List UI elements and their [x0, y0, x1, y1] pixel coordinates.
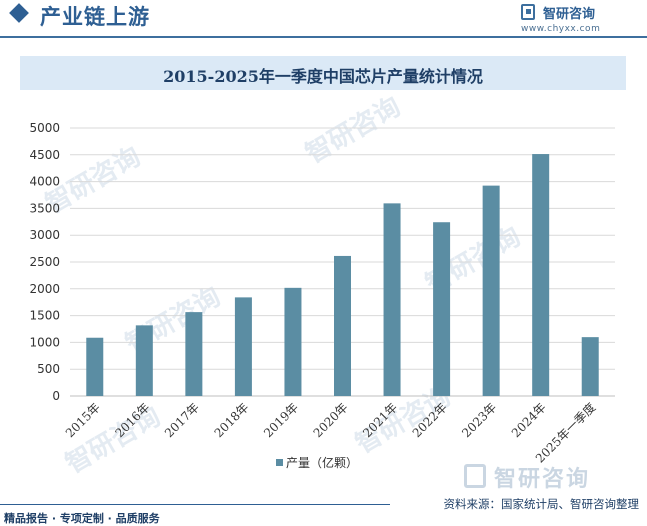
- legend-swatch: [276, 459, 283, 466]
- y-tick-label: 2000: [29, 282, 60, 296]
- legend-label: 产量（亿颗）: [286, 455, 358, 470]
- y-tick-label: 0: [52, 389, 60, 403]
- brand-url: www.chyxx.com: [521, 24, 601, 34]
- y-tick-label: 4000: [29, 175, 60, 189]
- footer: 精品报告 · 专项定制 · 品质服务 资料来源：国家统计局、智研咨询整理: [0, 497, 647, 525]
- bar: [433, 222, 451, 396]
- x-tick-label: 2023年: [459, 400, 499, 440]
- footer-slogan: 精品报告 · 专项定制 · 品质服务: [4, 512, 160, 525]
- footer-rule: [0, 504, 390, 505]
- legend: 产量（亿颗）: [276, 455, 358, 470]
- y-tick-label: 3500: [29, 201, 60, 215]
- x-tick-label: 2020年: [311, 400, 351, 440]
- y-tick-label: 1000: [29, 335, 60, 349]
- y-tick-label: 1500: [29, 309, 60, 323]
- x-tick-label: 2022年: [410, 400, 450, 440]
- bar: [482, 185, 500, 396]
- x-tick-label: 2021年: [360, 400, 400, 440]
- bar: [234, 297, 252, 396]
- bar: [185, 312, 203, 396]
- x-tick-label: 2018年: [212, 400, 252, 440]
- gridlines: [70, 127, 615, 397]
- bar: [383, 203, 401, 396]
- brand-mark-icon: [464, 464, 486, 488]
- y-tick-label: 3000: [29, 228, 60, 242]
- bar: [532, 154, 550, 396]
- bar: [334, 255, 351, 396]
- header-rule: [0, 36, 647, 38]
- section-title: 产业链上游: [40, 4, 150, 29]
- bar: [135, 325, 153, 396]
- x-tick-label: 2017年: [162, 400, 202, 440]
- y-tick-label: 5000: [29, 121, 60, 135]
- bar: [581, 337, 599, 396]
- brand-logo: 智研咨询 www.chyxx.com: [521, 4, 633, 36]
- x-tick-label: 2024年: [509, 400, 549, 440]
- y-tick-labels: 0 500 1000 1500 2000 2500 3000 3500 4000 4500 5000: [29, 121, 60, 403]
- x-tick-label: 2016年: [112, 400, 152, 440]
- bar: [284, 287, 302, 396]
- bars: [86, 154, 599, 396]
- brand-name: 智研咨询: [543, 7, 596, 22]
- y-tick-label: 2500: [29, 255, 60, 269]
- data-source: 资料来源：国家统计局、智研咨询整理: [443, 497, 640, 511]
- x-tick-label: 2019年: [261, 400, 301, 440]
- bar: [86, 337, 104, 396]
- y-tick-label: 500: [37, 362, 60, 376]
- y-tick-label: 4500: [29, 148, 60, 162]
- bar-chart: 0 500 1000 1500 2000 2500 3000 3500 4000 4500 5000…: [29, 121, 615, 470]
- brand-name-large: 智研咨询: [494, 467, 591, 492]
- brand-mark-icon: [521, 4, 535, 20]
- header: 产业链上游: [0, 0, 647, 40]
- x-tick-label: 2015年: [63, 400, 103, 440]
- brand-logo-large: 智研咨询: [464, 460, 634, 492]
- chart-title: 2015-2025年一季度中国芯片产量统计情况: [163, 67, 483, 86]
- chart-title-band: 2015-2025年一季度中国芯片产量统计情况: [20, 56, 626, 90]
